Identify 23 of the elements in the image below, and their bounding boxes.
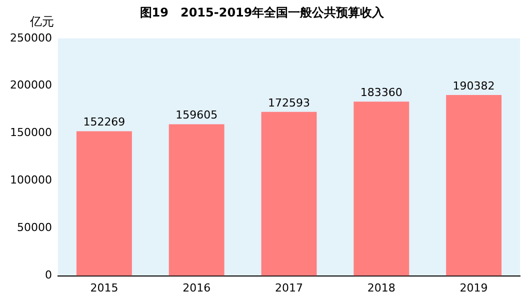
y-tick-label: 100000 — [10, 174, 52, 187]
data-label: 152269 — [83, 116, 126, 129]
x-tick-label: 2016 — [182, 281, 211, 294]
y-tick-label: 150000 — [10, 126, 52, 140]
y-tick-label: 200000 — [10, 78, 52, 92]
y-axis-title: 亿元 — [28, 14, 54, 29]
bar — [76, 131, 132, 276]
chart-title: 图19 2015-2019年全国一般公共预算收入 — [140, 5, 386, 20]
bar — [354, 102, 410, 276]
data-label: 159605 — [176, 108, 218, 122]
bar — [168, 124, 224, 276]
y-tick-label: 0 — [44, 268, 52, 282]
x-tick-label: 2017 — [274, 281, 303, 294]
data-label: 183360 — [360, 86, 402, 100]
data-label: 190382 — [452, 79, 495, 92]
bar — [446, 95, 502, 276]
x-tick-label: 2018 — [367, 281, 396, 294]
y-tick-label: 50000 — [16, 221, 52, 234]
x-tick-label: 2015 — [90, 281, 118, 294]
x-tick-label: 2019 — [460, 281, 488, 294]
data-label: 172593 — [268, 96, 310, 110]
bar — [261, 112, 317, 276]
y-tick-label: 250000 — [10, 31, 52, 44]
